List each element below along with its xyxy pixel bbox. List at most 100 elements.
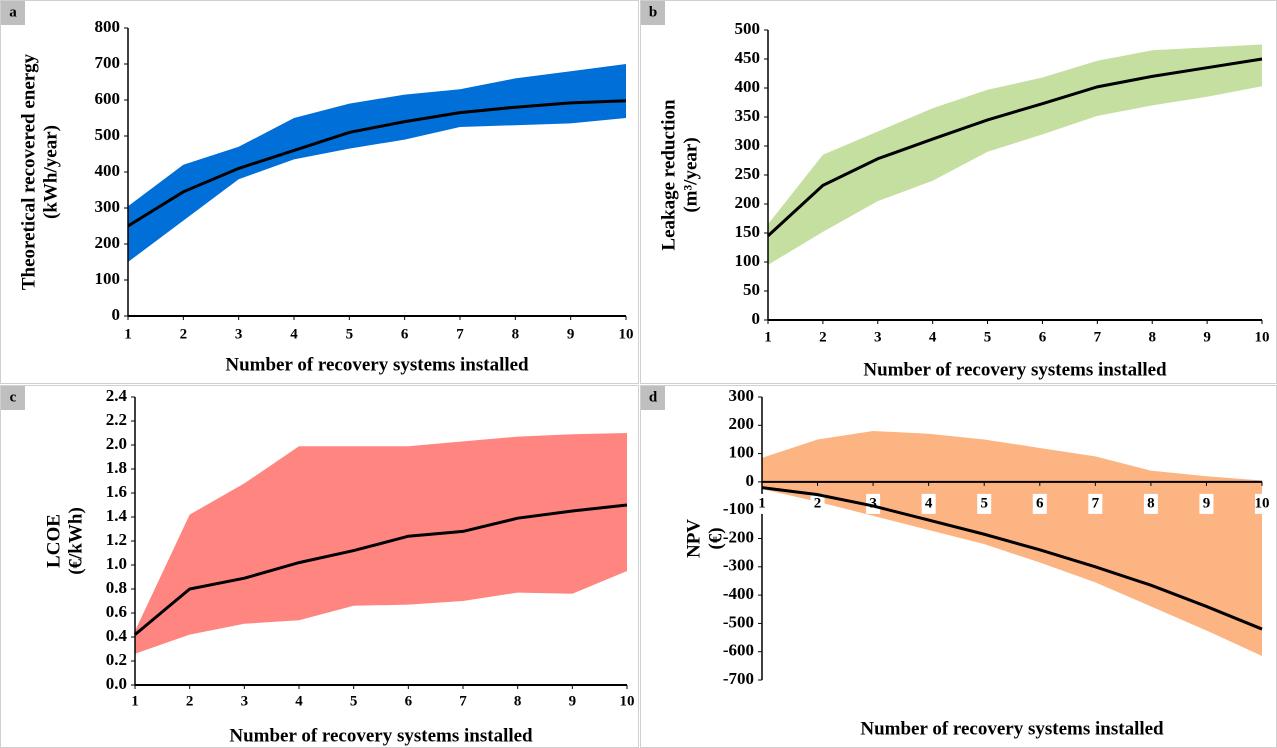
y-axis-label: (kWh/year) [40,125,61,219]
x-tick-label-bg [1143,493,1158,514]
mean-line [134,503,628,636]
y-tick-label: 1.6 [106,482,127,501]
x-tick-label-bg [1088,493,1103,514]
y-tick-label: 500 [735,19,761,38]
panel-label-box [641,386,665,410]
y-tick-label: 1.0 [106,554,127,573]
x-tick-label: 9 [569,693,577,709]
panel-label: a [9,4,17,20]
y-tick-label: 300 [729,386,755,405]
x-tick-label: 2 [819,329,827,345]
y-axis-label: (m³/year) [680,137,701,212]
x-tick-label: 7 [459,693,467,709]
panel-label-box [1,386,25,410]
x-tick-label: 7 [456,326,464,342]
x-tick-label: 1 [764,329,772,345]
mean-line [127,99,627,228]
y-tick-label: 200 [729,414,755,433]
y-axis-label: (€/kWh) [65,507,86,575]
x-tick-label: 10 [1255,495,1270,511]
y-tick-label: 300 [95,197,121,216]
x-tick-label: 10 [619,326,634,342]
x-tick-label: 6 [405,693,413,709]
y-tick-label: 0 [752,309,761,328]
y-tick-label: -700 [723,669,754,688]
y-tick-label: 0.0 [106,674,127,693]
y-tick-label: 200 [735,193,761,212]
x-tick-label: 4 [290,326,298,342]
x-tick-label: 2 [814,495,822,511]
y-axis-label: Leakage reduction [658,99,679,251]
y-tick-label: 350 [735,106,761,125]
x-axis-label: Number of recovery systems installed [860,718,1164,739]
range-band [768,44,1262,265]
panel-label-box [1,1,25,25]
y-tick-label: 150 [735,222,761,241]
y-tick-label: -500 [723,612,754,631]
panel: d -700 -600 -500 -400 -300 -200 -100 0 100 200 300 1… [640,385,1277,748]
y-tick-label: 0 [746,471,755,490]
x-axis-label: Number of recovery systems installed [229,725,533,746]
x-tick-label: 5 [346,326,354,342]
y-tick-label: 1.4 [106,506,128,525]
y-tick-label: 1.8 [106,458,127,477]
y-axis-label: Theoretical recovered energy [18,53,39,290]
x-tick-label: 9 [1203,329,1211,345]
x-tick-label: 5 [350,693,358,709]
mean-line [761,486,1263,631]
x-tick-label-bg [977,493,992,514]
x-tick-label-bg [1032,493,1047,514]
range-band [128,64,626,262]
x-tick-label: 8 [512,326,520,342]
mean-line [766,57,1263,238]
x-tick-label: 1 [124,326,132,342]
panel-label: b [649,4,657,20]
x-tick-label: 10 [620,693,635,709]
x-axis-label: Number of recovery systems installed [863,359,1167,380]
x-tick-label: 5 [980,495,988,511]
x-tick-label: 3 [235,326,243,342]
y-tick-label: 400 [95,161,121,180]
x-tick-label: 1 [758,495,766,511]
y-tick-label: 800 [95,17,121,36]
x-tick-label: 8 [1147,495,1155,511]
y-tick-label: -600 [723,641,754,660]
x-tick-label-bg [755,493,769,514]
y-tick-label: 600 [95,89,121,108]
x-tick-label: 2 [180,326,188,342]
y-tick-label: -200 [723,527,754,546]
y-tick-label: 1.2 [106,530,127,549]
x-tick-label: 2 [186,693,194,709]
x-tick-label: 7 [1094,329,1102,345]
x-tick-label: 7 [1092,495,1100,511]
x-tick-label: 6 [401,326,409,342]
y-tick-label: 0.2 [106,650,127,669]
y-tick-label: 50 [743,280,760,299]
x-tick-label: 8 [1148,329,1156,345]
y-tick-label: 0.6 [106,602,127,621]
y-tick-label: 200 [95,233,121,252]
y-tick-label: -300 [723,556,754,575]
y-tick-label: 2.4 [106,386,128,405]
x-tick-label: 8 [514,693,522,709]
x-tick-label-bg [1199,493,1214,514]
y-axis-label: NPV [683,519,704,558]
x-tick-label: 4 [929,329,937,345]
x-tick-label: 4 [295,693,303,709]
y-tick-label: 0 [112,305,121,324]
x-tick-label: 3 [874,329,882,345]
panel-label: d [649,389,658,405]
panel-label-box [641,1,665,25]
y-tick-label: 700 [95,53,121,72]
y-tick-label: 2.2 [106,410,127,429]
x-tick-label: 3 [869,495,877,511]
panel: a 0 100 200 300 400 500 600 700 800 1 2 3 4 5 6 7 8 9 10 Num… [0,0,639,384]
panel-label: c [10,389,17,405]
y-tick-label: 0.8 [106,578,127,597]
y-axis-label: (€) [705,527,726,549]
x-tick-label-bg [1255,493,1269,514]
y-tick-label: 400 [735,77,761,96]
panel: c 0.0 0.2 0.4 0.6 0.8 1.0 1.2 1.4 1.6 1.8 2.0 2.2 2.4… [0,385,639,748]
x-tick-label: 9 [1203,495,1211,511]
y-tick-label: 2.0 [106,434,127,453]
